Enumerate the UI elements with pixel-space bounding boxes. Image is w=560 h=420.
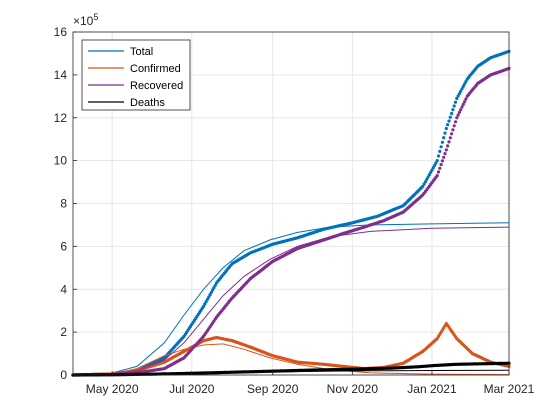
- data-point-total: [450, 111, 454, 116]
- fit-line-total: [72, 222, 510, 376]
- data-point-total: [456, 94, 460, 98]
- legend-label-confirmed: Confirmed: [130, 63, 181, 75]
- legend-item-confirmed: Confirmed: [88, 63, 181, 75]
- data-point-total: [453, 100, 458, 104]
- data-point-total: [457, 92, 461, 96]
- legend: Total Confirmed Recovered Deaths: [81, 39, 191, 111]
- y-tick-label: 14: [54, 68, 68, 82]
- x-tick-label: Sep 2020: [247, 382, 299, 396]
- data-point-recovered: [444, 148, 448, 152]
- data-point-total: [448, 115, 452, 119]
- data-point-recovered: [464, 97, 468, 101]
- data-point-recovered: [459, 108, 463, 112]
- data-point-recovered: [451, 128, 455, 132]
- data-point-total: [455, 96, 459, 101]
- data-point-recovered: [443, 152, 447, 156]
- data-point-total: [436, 154, 441, 158]
- x-tick-label: Mar 2021: [484, 382, 535, 396]
- data-point-total: [213, 283, 217, 287]
- data-point-recovered: [436, 170, 441, 174]
- y-tick-label: 0: [60, 368, 67, 382]
- x-tick-label: Nov 2020: [327, 382, 379, 396]
- data-point-total: [201, 304, 206, 308]
- y-tick-label: 2: [60, 325, 67, 339]
- data-point-total: [443, 131, 447, 135]
- data-point-total: [464, 80, 468, 84]
- data-point-total: [438, 149, 442, 153]
- data-point-total: [447, 119, 451, 123]
- data-point-total: [430, 168, 434, 172]
- data-point-total: [442, 136, 446, 140]
- y-tick-label: 4: [60, 282, 67, 296]
- y-exponent-base: ×10: [73, 14, 94, 28]
- y-tick-label: 12: [54, 111, 68, 125]
- data-point-total: [444, 126, 448, 131]
- y-exponent-power: 5: [93, 12, 98, 22]
- data-point-total: [452, 104, 456, 108]
- y-tick-label: 10: [54, 154, 68, 168]
- data-point-recovered: [461, 102, 465, 106]
- legend-item-recovered: Recovered: [88, 80, 183, 92]
- data-point-total: [461, 84, 465, 88]
- data-point-total: [422, 182, 426, 186]
- legend-label-deaths: Deaths: [130, 97, 165, 109]
- data-point-recovered: [442, 155, 446, 159]
- data-point-recovered: [463, 100, 467, 104]
- data-point-recovered: [448, 136, 452, 140]
- axis-ticks: 0 2 4 6 8 10 12 14 16 May 2020 Jul 2020 Sep 2020 Nov…: [54, 25, 535, 396]
- data-point-recovered: [453, 120, 458, 124]
- data-point-recovered: [438, 166, 442, 170]
- legend-box: [81, 39, 191, 111]
- data-point-total: [209, 290, 213, 294]
- data-point-total: [463, 82, 467, 86]
- data-point-recovered: [455, 116, 459, 120]
- fit-line-recovered: [72, 226, 510, 376]
- data-point-total: [207, 295, 211, 299]
- data-point-total: [435, 159, 439, 163]
- x-tick-label: Jan 2021: [407, 382, 457, 396]
- data-point-recovered: [457, 110, 461, 114]
- data-point-recovered: [450, 132, 454, 136]
- data-point-recovered: [460, 105, 464, 109]
- legend-item-total: Total: [88, 46, 153, 58]
- data-point-total: [460, 87, 464, 91]
- legend-label-recovered: Recovered: [130, 80, 183, 92]
- data-point-total: [440, 140, 444, 144]
- x-tick-label: Jul 2020: [169, 382, 215, 396]
- data-point-recovered: [446, 144, 450, 148]
- data-point-recovered: [452, 124, 456, 128]
- data-point-recovered: [435, 174, 439, 178]
- y-tick-label: 16: [54, 25, 68, 39]
- legend-label-total: Total: [130, 46, 153, 58]
- x-tick-label: May 2020: [86, 382, 139, 396]
- data-point-total: [423, 180, 428, 184]
- data-point-total: [446, 123, 450, 127]
- data-point-total: [204, 300, 208, 304]
- legend-item-deaths: Deaths: [88, 97, 165, 109]
- data-point-recovered: [447, 140, 451, 144]
- data-point-total: [451, 108, 455, 112]
- data-point-recovered: [456, 113, 460, 117]
- fit-line-confirmed: [72, 343, 510, 376]
- data-point-total: [434, 161, 438, 165]
- data-point-total: [211, 288, 215, 292]
- data-point-recovered: [440, 159, 444, 163]
- y-exponent-label: ×105: [73, 12, 98, 28]
- data-point-total: [439, 145, 443, 149]
- y-tick-label: 6: [60, 239, 67, 253]
- data-point-total: [427, 173, 431, 177]
- y-tick-label: 8: [60, 197, 67, 211]
- data-point-recovered: [439, 163, 443, 167]
- data-point-total: [459, 89, 463, 93]
